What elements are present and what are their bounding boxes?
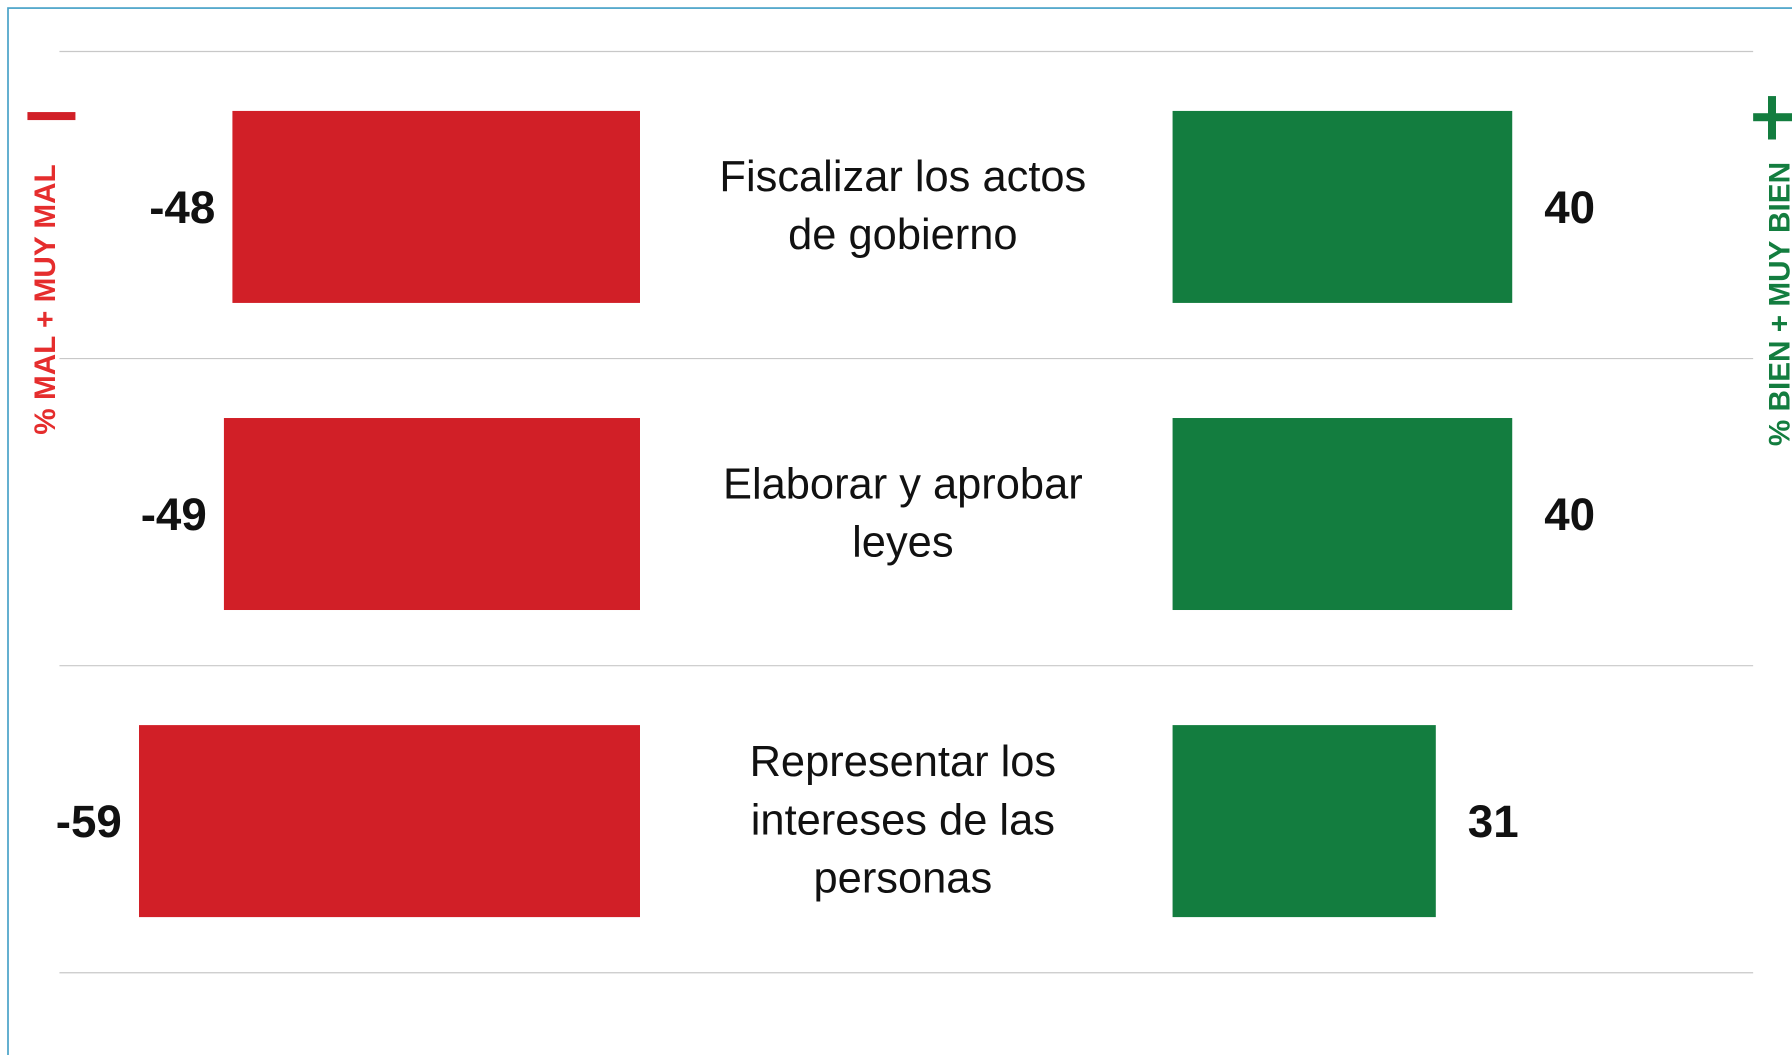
category-label: Elaborar y aprobar leyes: [697, 395, 1108, 633]
bar: [1173, 725, 1436, 917]
chart: % MAL + MUY MAL % BIEN + MUY BIEN Fiscal…: [0, 0, 1792, 1055]
category-label-box: Fiscalizar los actos de gobierno: [697, 88, 1108, 326]
bar: [224, 418, 640, 610]
category-label: Representar los intereses de las persona…: [697, 702, 1108, 940]
value-label: 40: [1544, 489, 1595, 540]
bar: [1173, 111, 1513, 303]
value-label: 31: [1468, 796, 1519, 847]
category-label-box: Elaborar y aprobar leyes: [697, 395, 1108, 633]
plus-sign: [1768, 96, 1776, 139]
bar: [139, 725, 640, 917]
category-label-box: Representar los intereses de las persona…: [697, 702, 1108, 940]
category-label: Fiscalizar los actos de gobierno: [697, 88, 1108, 326]
bar: [232, 111, 640, 303]
value-label: -59: [56, 796, 122, 847]
right-axis-title: % BIEN + MUY BIEN: [1764, 162, 1792, 446]
left-axis-title: % MAL + MUY MAL: [29, 164, 62, 434]
value-label: -48: [149, 182, 215, 233]
minus-sign: [27, 112, 75, 120]
value-label: -49: [141, 489, 207, 540]
bar: [1173, 418, 1513, 610]
value-label: 40: [1544, 182, 1595, 233]
